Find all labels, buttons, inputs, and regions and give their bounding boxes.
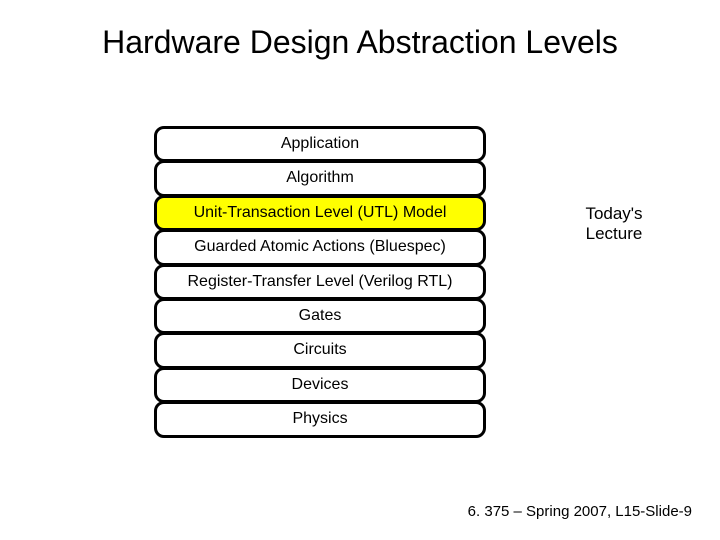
annotation-line2: Lecture — [586, 224, 643, 243]
level-rtl: Register-Transfer Level (Verilog RTL) — [154, 264, 486, 300]
level-gates: Gates — [154, 298, 486, 334]
level-bluespec: Guarded Atomic Actions (Bluespec) — [154, 229, 486, 265]
level-algorithm: Algorithm — [154, 160, 486, 196]
slide-title: Hardware Design Abstraction Levels — [0, 24, 720, 61]
level-circuits: Circuits — [154, 332, 486, 368]
level-application: Application — [154, 126, 486, 162]
slide: Hardware Design Abstraction Levels Appli… — [0, 0, 720, 540]
level-devices: Devices — [154, 367, 486, 403]
slide-footer: 6. 375 – Spring 2007, L15-Slide-9 — [468, 503, 692, 520]
abstraction-stack: Application Algorithm Unit-Transaction L… — [154, 126, 486, 436]
todays-lecture-annotation: Today's Lecture — [554, 204, 674, 243]
level-physics: Physics — [154, 401, 486, 437]
annotation-line1: Today's — [585, 204, 642, 223]
level-utl: Unit-Transaction Level (UTL) Model — [154, 195, 486, 231]
